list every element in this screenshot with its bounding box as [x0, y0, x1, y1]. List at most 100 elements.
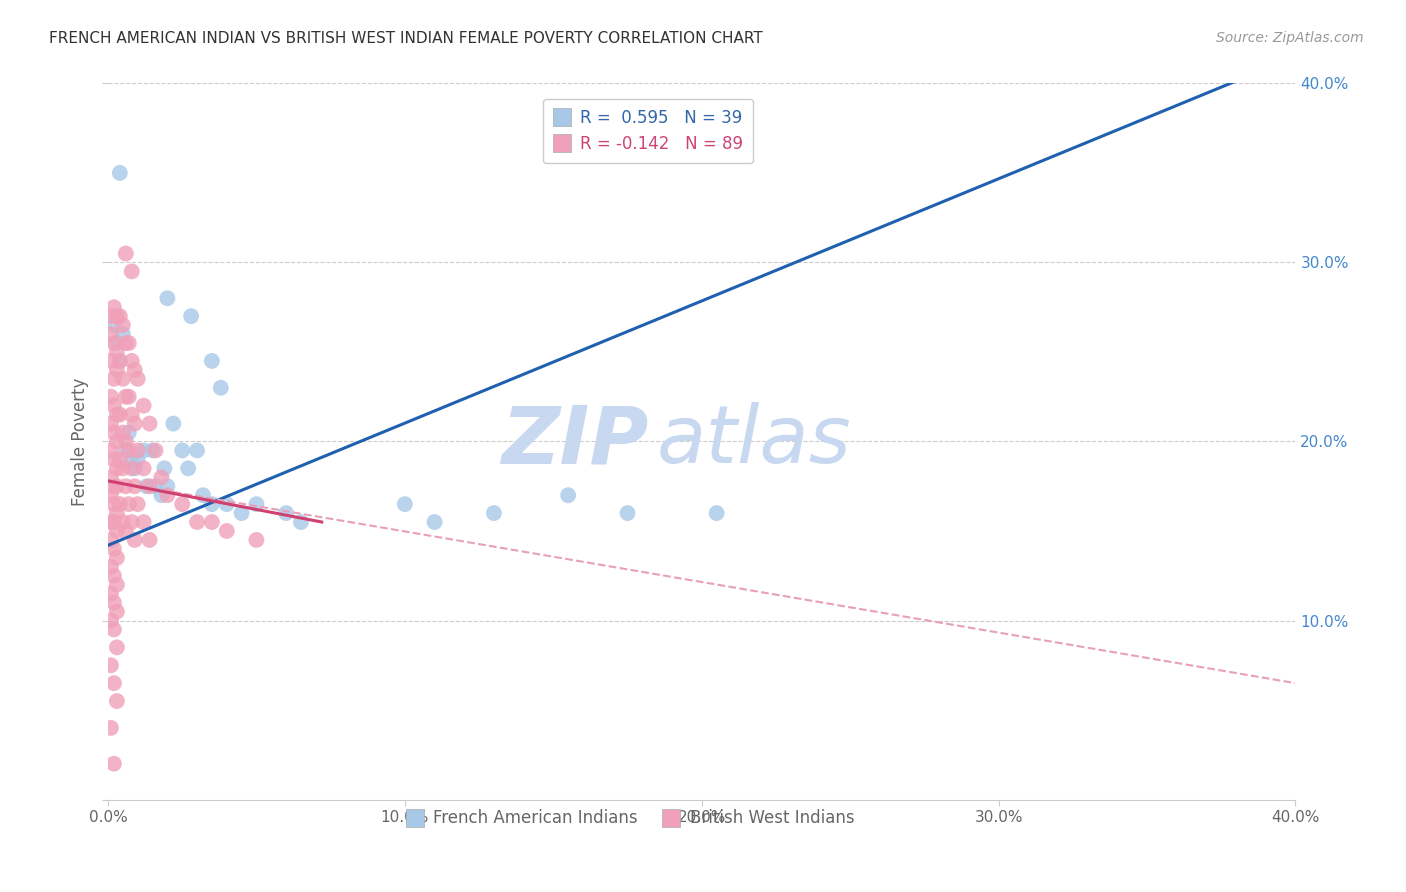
Point	[121, 461, 143, 475]
Legend: French American Indians, British West Indians: French American Indians, British West In…	[401, 803, 860, 834]
Point	[103, 425, 125, 440]
Point	[394, 497, 416, 511]
Point	[108, 354, 131, 368]
Point	[103, 372, 125, 386]
Point	[706, 506, 728, 520]
Point	[103, 336, 125, 351]
Point	[103, 515, 125, 529]
Point	[100, 470, 122, 484]
Point	[103, 318, 125, 332]
Point	[156, 488, 179, 502]
Point	[114, 390, 136, 404]
Point	[118, 336, 141, 351]
Point	[121, 408, 143, 422]
Point	[186, 443, 208, 458]
Point	[124, 461, 146, 475]
Point	[111, 425, 134, 440]
Point	[105, 524, 128, 538]
Point	[145, 443, 167, 458]
Point	[100, 559, 122, 574]
Point	[105, 434, 128, 449]
Point	[100, 309, 122, 323]
Point	[105, 550, 128, 565]
Point	[105, 336, 128, 351]
Point	[114, 434, 136, 449]
Point	[135, 479, 157, 493]
Point	[114, 443, 136, 458]
Point	[616, 506, 638, 520]
Point	[105, 363, 128, 377]
Point	[108, 497, 131, 511]
Point	[108, 452, 131, 467]
Point	[100, 515, 122, 529]
Point	[111, 318, 134, 332]
Point	[127, 372, 149, 386]
Point	[245, 533, 267, 547]
Point	[124, 479, 146, 493]
Point	[557, 488, 579, 502]
Point	[100, 488, 122, 502]
Point	[100, 587, 122, 601]
Point	[103, 497, 125, 511]
Text: Source: ZipAtlas.com: Source: ZipAtlas.com	[1216, 31, 1364, 45]
Point	[121, 515, 143, 529]
Point	[103, 452, 125, 467]
Point	[186, 515, 208, 529]
Point	[105, 479, 128, 493]
Point	[138, 417, 160, 431]
Point	[103, 756, 125, 771]
Point	[1211, 49, 1233, 63]
Point	[105, 694, 128, 708]
Point	[111, 327, 134, 342]
Text: ZIP: ZIP	[501, 402, 648, 481]
Point	[114, 246, 136, 260]
Point	[100, 390, 122, 404]
Point	[127, 452, 149, 467]
Point	[100, 658, 122, 673]
Point	[105, 506, 128, 520]
Point	[231, 506, 253, 520]
Point	[118, 443, 141, 458]
Point	[103, 541, 125, 556]
Point	[118, 390, 141, 404]
Text: FRENCH AMERICAN INDIAN VS BRITISH WEST INDIAN FEMALE POVERTY CORRELATION CHART: FRENCH AMERICAN INDIAN VS BRITISH WEST I…	[49, 31, 763, 46]
Point	[124, 533, 146, 547]
Point	[124, 417, 146, 431]
Point	[100, 443, 122, 458]
Point	[100, 533, 122, 547]
Point	[124, 363, 146, 377]
Point	[138, 479, 160, 493]
Point	[105, 345, 128, 359]
Text: atlas: atlas	[657, 402, 852, 481]
Point	[141, 443, 163, 458]
Point	[114, 479, 136, 493]
Point	[153, 461, 176, 475]
Point	[114, 336, 136, 351]
Point	[180, 309, 202, 323]
Point	[172, 443, 194, 458]
Point	[172, 497, 194, 511]
Point	[156, 479, 179, 493]
Point	[127, 443, 149, 458]
Point	[209, 381, 232, 395]
Point	[150, 488, 173, 502]
Point	[162, 417, 184, 431]
Point	[274, 506, 297, 520]
Point	[103, 676, 125, 690]
Point	[201, 497, 224, 511]
Point	[121, 264, 143, 278]
Point	[103, 399, 125, 413]
Point	[103, 300, 125, 314]
Point	[105, 577, 128, 591]
Point	[245, 497, 267, 511]
Point	[100, 614, 122, 628]
Point	[215, 524, 238, 538]
Point	[105, 605, 128, 619]
Point	[114, 524, 136, 538]
Point	[145, 479, 167, 493]
Point	[105, 309, 128, 323]
Point	[127, 497, 149, 511]
Point	[103, 479, 125, 493]
Point	[121, 354, 143, 368]
Point	[100, 417, 122, 431]
